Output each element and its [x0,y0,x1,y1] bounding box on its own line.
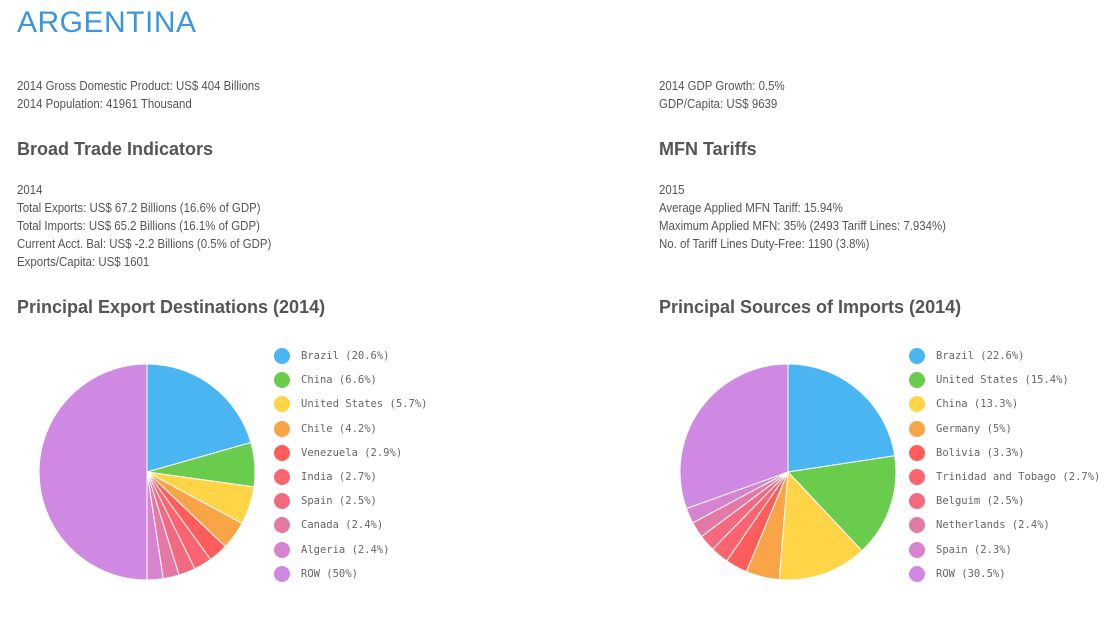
legend-item: Germany (5%) [909,417,1100,441]
legend-label: Venezuela (2.9%) [301,446,403,459]
legend-dot-icon [274,493,290,510]
legend-dot-icon [909,541,925,558]
pie-slice [778,470,863,581]
import-legend: Brazil (22.6%) United States (15.4%) China… [909,344,1100,586]
legend-dot-icon [274,541,290,558]
legend-label: Spain (2.3%) [936,543,1012,556]
legend-dot-icon [909,420,925,437]
pie-slice [38,363,148,581]
pie-slice [787,363,896,473]
legend-dot-icon [909,348,925,365]
legend-item: Brazil (20.6%) [274,344,427,368]
legend-dot-icon [909,372,925,389]
overview-right: 2014 GDP Growth: 0.5% GDP/Capita: US$ 96… [659,77,785,113]
legend-label: Brazil (20.6%) [301,350,390,363]
info-line: No. of Tariff Lines Duty-Free: 1190 (3.8… [659,236,870,251]
legend-item: Trinidad and Tobago (2.7%) [909,465,1100,489]
population-text: 2014 Population: 41961 Thousand [17,96,192,111]
legend-item: Bolivia (3.3%) [909,441,1100,465]
legend-item: United States (15.4%) [909,368,1100,392]
gdp-growth-text: 2014 GDP Growth: 0.5% [659,78,785,93]
legend-dot-icon [274,372,290,389]
legend-item: Chile (4.2%) [274,417,427,441]
info-line: Current Acct. Bal: US$ -2.2 Billions (0.… [17,236,272,251]
export-chart-title: Principal Export Destinations (2014) [17,297,326,317]
legend-item: ROW (30.5%) [909,562,1100,586]
info-line: Maximum Applied MFN: 35% (2493 Tariff Li… [659,218,946,233]
legend-dot-icon [909,444,925,461]
legend-label: Germany (5%) [936,422,1012,435]
mfn-info: 2015 Average Applied MFN Tariff: 15.94% … [659,181,946,253]
legend-label: Brazil (22.6%) [936,350,1025,363]
page-title: ARGENTINA [17,6,197,39]
legend-label: Trinidad and Tobago (2.7%) [936,471,1101,484]
legend-dot-icon [909,396,925,413]
import-pie-chart [679,363,897,581]
pie-slice [679,363,789,510]
info-line: Total Imports: US$ 65.2 Billions (16.1% … [17,218,260,233]
legend-label: ROW (30.5%) [936,567,1006,580]
legend-item: Brazil (22.6%) [909,344,1100,368]
legend-dot-icon [274,420,290,437]
legend-dot-icon [274,469,290,486]
legend-label: Canada (2.4%) [301,519,384,532]
legend-item: Spain (2.5%) [274,489,427,513]
legend-label: Netherlands (2.4%) [936,519,1050,532]
gdp-text: 2014 Gross Domestic Product: US$ 404 Bil… [17,78,260,93]
legend-item: China (13.3%) [909,392,1100,416]
import-chart-title: Principal Sources of Imports (2014) [659,297,962,317]
legend-label: United States (15.4%) [936,374,1069,387]
legend-label: Belguim (2.5%) [936,495,1025,508]
legend-item: Algeria (2.4%) [274,538,427,562]
info-line: 2014 [17,182,43,197]
legend-dot-icon [909,493,925,510]
export-pie-chart [38,363,256,581]
legend-item: China (6.6%) [274,368,427,392]
legend-item: Spain (2.3%) [909,538,1100,562]
legend-label: ROW (50%) [301,567,358,580]
broad-trade-info: 2014 Total Exports: US$ 67.2 Billions (1… [17,181,271,271]
legend-label: China (13.3%) [936,398,1019,411]
legend-dot-icon [909,469,925,486]
legend-dot-icon [274,565,290,582]
legend-item: Venezuela (2.9%) [274,441,427,465]
legend-dot-icon [274,396,290,413]
legend-item: ROW (50%) [274,562,427,586]
legend-label: Spain (2.5%) [301,495,377,508]
pie-slice [786,455,897,552]
gdp-capita-text: GDP/Capita: US$ 9639 [659,96,778,111]
legend-item: Belguim (2.5%) [909,489,1100,513]
overview-left: 2014 Gross Domestic Product: US$ 404 Bil… [17,77,260,113]
pie-slice [146,363,252,473]
legend-label: Bolivia (3.3%) [936,446,1025,459]
legend-dot-icon [909,565,925,582]
info-line: 2015 [659,182,685,197]
legend-dot-icon [274,444,290,461]
info-line: Exports/Capita: US$ 1601 [17,254,150,269]
legend-label: China (6.6%) [301,374,377,387]
legend-item: Canada (2.4%) [274,513,427,537]
legend-label: India (2.7%) [301,471,377,484]
info-line: Total Exports: US$ 67.2 Billions (16.6% … [17,200,261,215]
info-line: Average Applied MFN Tariff: 15.94% [659,200,843,215]
mfn-heading: MFN Tariffs [659,139,757,159]
legend-dot-icon [274,348,290,365]
legend-dot-icon [274,517,290,534]
legend-item: India (2.7%) [274,465,427,489]
legend-label: United States (5.7%) [301,398,428,411]
legend-label: Algeria (2.4%) [301,543,390,556]
legend-item: United States (5.7%) [274,392,427,416]
broad-trade-heading: Broad Trade Indicators [17,139,214,159]
legend-label: Chile (4.2%) [301,422,377,435]
legend-item: Netherlands (2.4%) [909,513,1100,537]
export-legend: Brazil (20.6%) China (6.6%) United States … [274,344,427,586]
legend-dot-icon [909,517,925,534]
